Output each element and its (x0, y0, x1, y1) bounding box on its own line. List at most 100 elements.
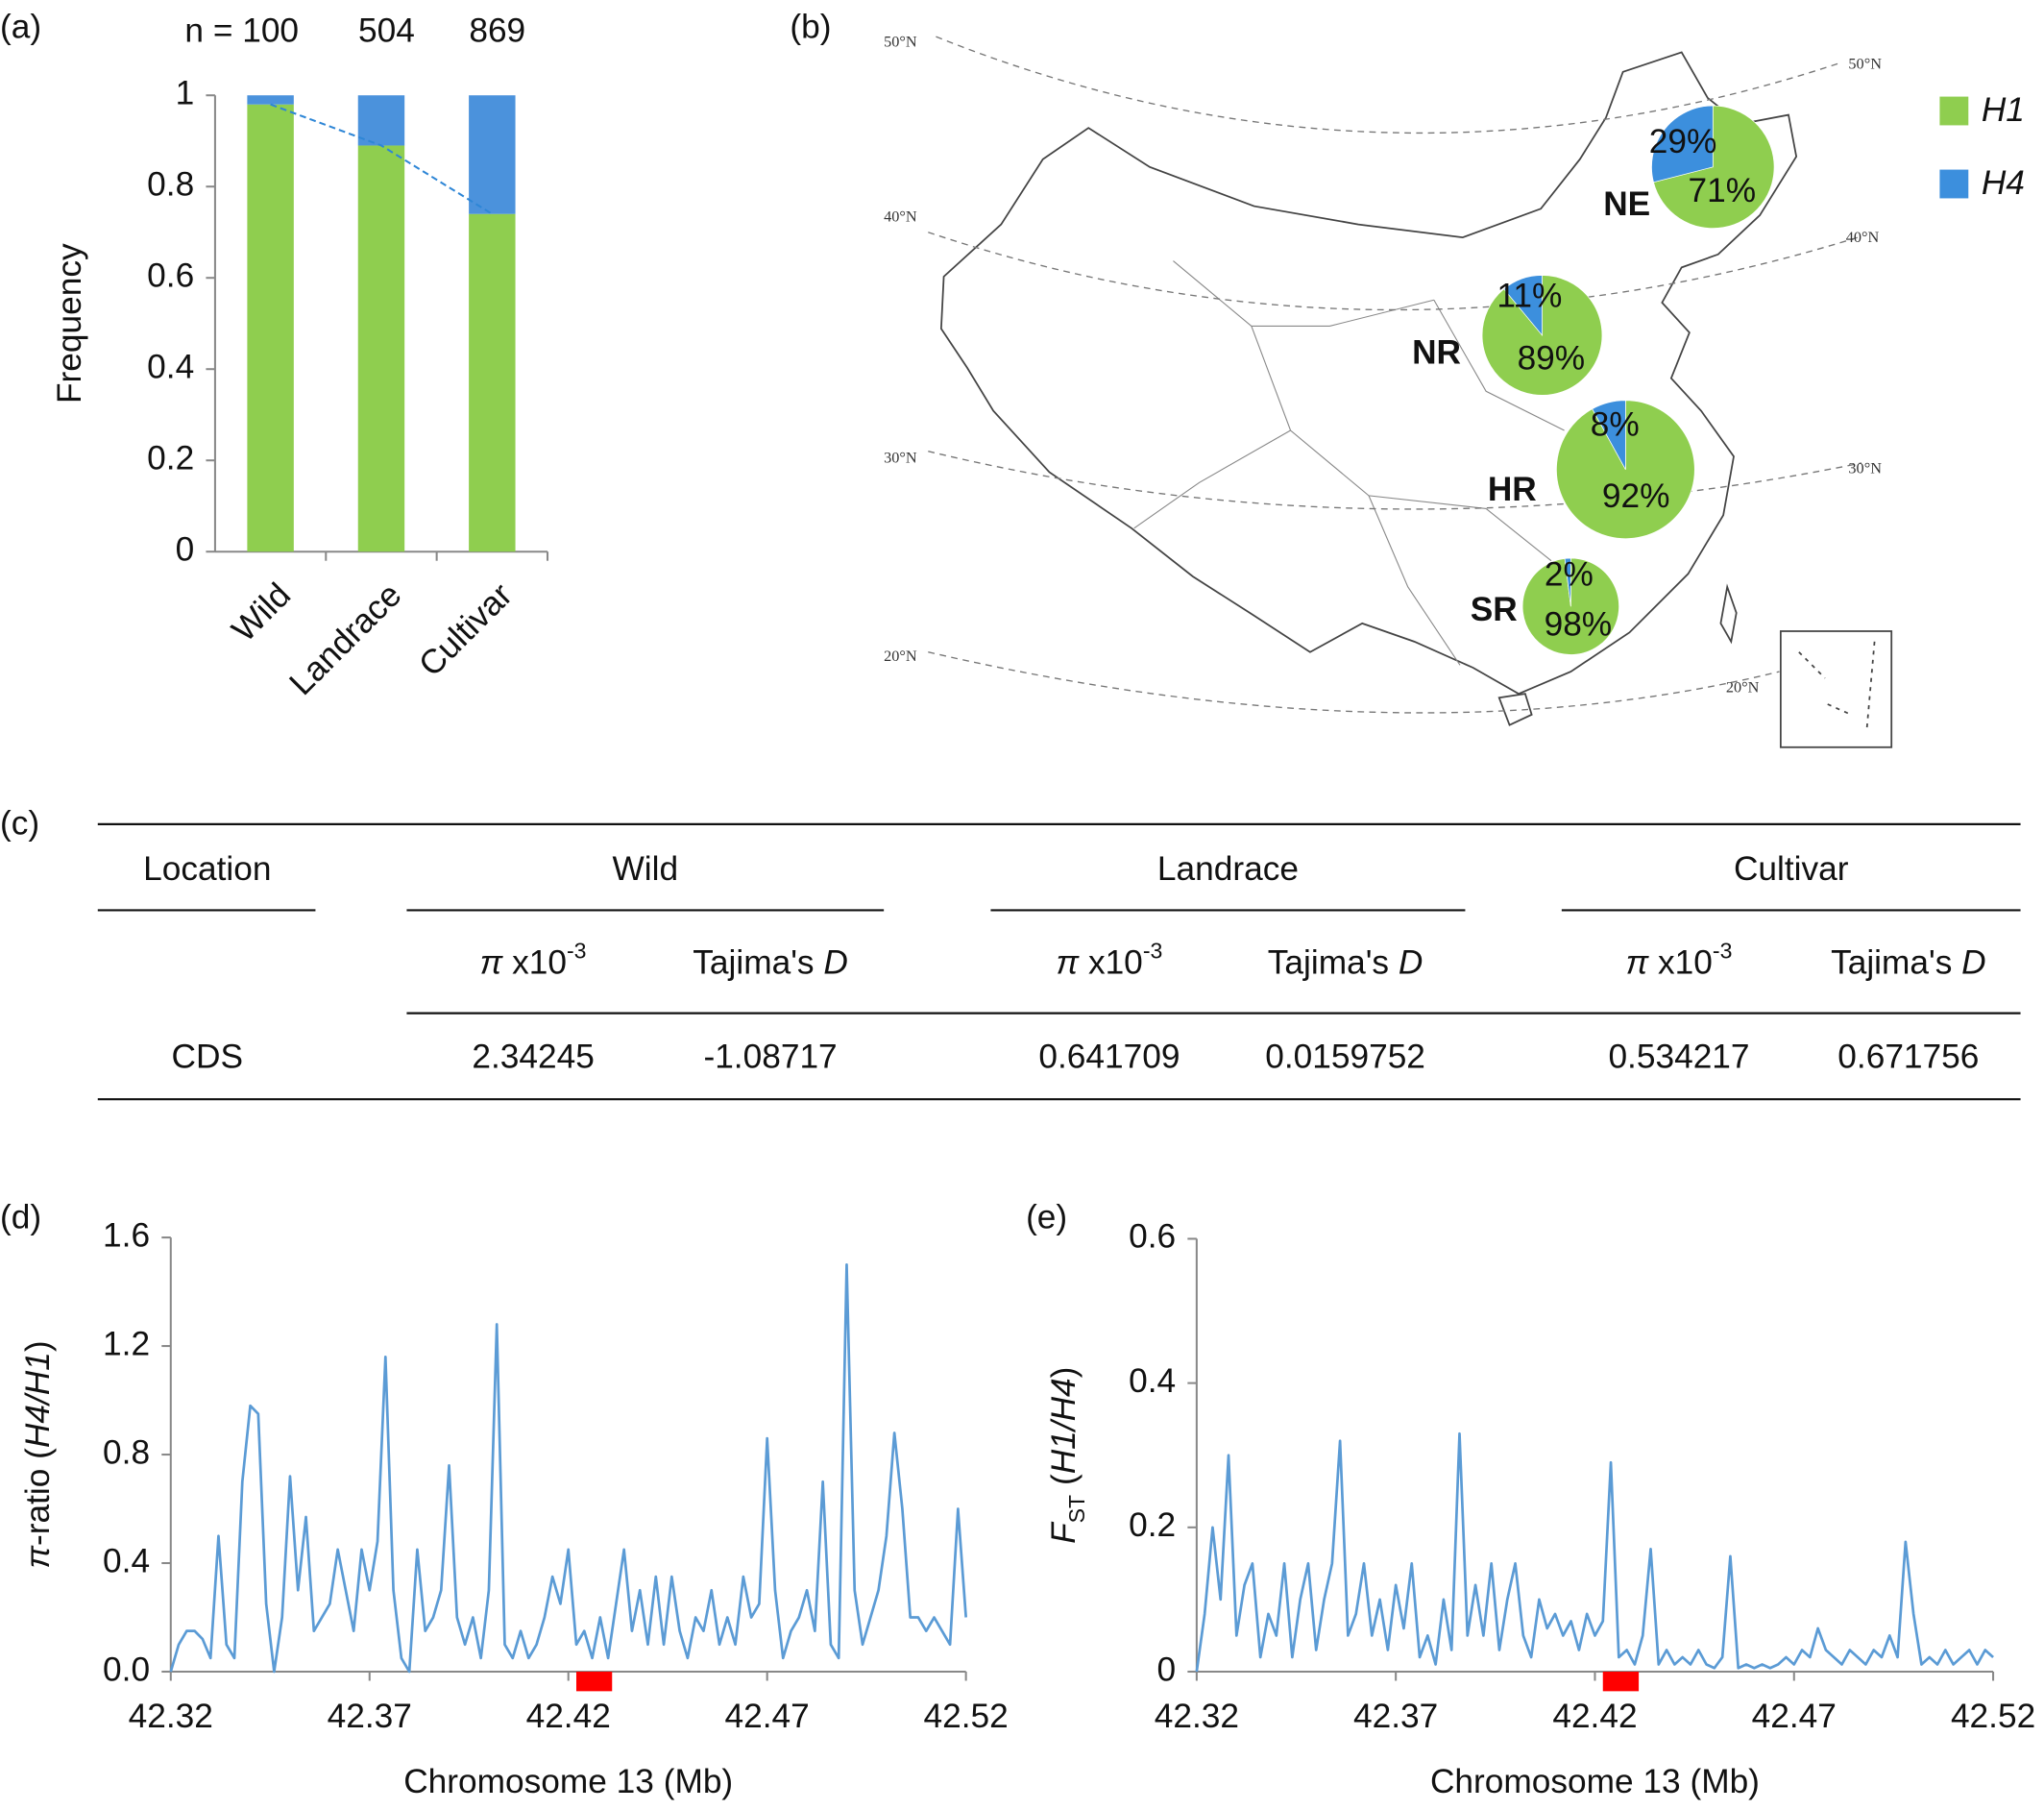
gene-region (1602, 1672, 1640, 1692)
y-tick-label: 1 (176, 75, 195, 112)
y-tick-label: 0.6 (1129, 1218, 1176, 1256)
lat-label: 30°N (884, 449, 917, 467)
pie-label: 92% (1602, 477, 1670, 515)
panel-label: (e) (1026, 1198, 1067, 1235)
gene-region (575, 1672, 613, 1692)
x-tick-label: 42.32 (129, 1698, 213, 1735)
map (939, 51, 1893, 748)
pie-slice (1503, 275, 1543, 336)
table-subheader: π x10-3 (1057, 939, 1163, 982)
legend-label: H1 (1982, 91, 2025, 129)
table-cell: 0.534217 (1608, 1038, 1749, 1075)
label-part: -3 (567, 939, 587, 964)
bar-segment (357, 95, 405, 146)
y-tick-label: 0.2 (147, 440, 194, 477)
x-tick-label: 42.42 (1552, 1698, 1637, 1735)
lat-label: 50°N (884, 33, 917, 51)
region-label: HR (1488, 471, 1537, 508)
x-axis-label: Chromosome 13 (Mb) (1430, 1763, 1760, 1800)
lat-line (928, 232, 1859, 311)
region-label: SR (1471, 591, 1518, 628)
label-part: x10 (502, 944, 567, 982)
table-cell: 0.671756 (1837, 1038, 1979, 1075)
label-part: -3 (1143, 939, 1163, 964)
table-group-header: Wild (612, 850, 678, 888)
label-part: x10 (1079, 944, 1143, 982)
table-subheader: π x10-3 (480, 939, 587, 982)
y-tick-label: 0.0 (103, 1651, 150, 1688)
label-part: -3 (1713, 939, 1733, 964)
label-part: Tajima's (693, 944, 823, 982)
label-part: ) (19, 1340, 57, 1352)
x-tick-label: Landrace (282, 576, 409, 703)
bar-segment (469, 95, 516, 214)
x-tick-label: 42.52 (1951, 1698, 2035, 1735)
lat-label: 40°N (884, 208, 917, 226)
lat-label: 40°N (1846, 228, 1880, 246)
lat-label: 50°N (1848, 55, 1882, 73)
label-part: Tajima's (1268, 944, 1399, 982)
inset-islands (1798, 641, 1876, 731)
legend-swatch (1939, 96, 1969, 126)
latitudes (928, 36, 1862, 714)
label-part: π (1626, 944, 1650, 982)
lat-line (936, 36, 1841, 135)
x-tick-label: 42.37 (1353, 1698, 1438, 1735)
y-tick-label: 0.2 (1129, 1506, 1176, 1544)
label-part: ) (1045, 1367, 1083, 1379)
table-cell: 0.641709 (1038, 1038, 1180, 1075)
y-tick-label: 0.4 (103, 1542, 150, 1579)
table-subheader: π x10-3 (1626, 939, 1733, 982)
x-tick-label: 42.37 (328, 1698, 412, 1735)
pie-slice (1592, 400, 1626, 470)
table-cell: 2.34245 (472, 1038, 594, 1075)
china-outline (939, 51, 1798, 696)
panel-label: (d) (0, 1198, 41, 1235)
x-tick-label: 42.47 (1752, 1698, 1837, 1735)
sample-size: 869 (469, 12, 525, 49)
sample-size: 504 (358, 12, 415, 49)
x-tick-label: 42.52 (924, 1698, 1009, 1735)
pie-label: 29% (1649, 123, 1717, 160)
legend-swatch (1939, 169, 1969, 199)
table-header: Location (143, 850, 271, 888)
pie-label: 98% (1545, 606, 1613, 644)
data-line (169, 1262, 967, 1674)
sample-size: n = 100 (184, 12, 299, 49)
y-tick-label: 0.4 (147, 349, 194, 386)
taiwan (1719, 583, 1738, 645)
lat-label: 20°N (884, 647, 917, 665)
pie-slice (1564, 557, 1571, 607)
panel-label: (b) (790, 8, 831, 45)
bar-segment (357, 145, 405, 552)
hainan (1497, 693, 1533, 726)
label-part: ST (1064, 1495, 1089, 1523)
label-part: π (1057, 944, 1081, 982)
label-part: π (480, 944, 504, 982)
label-part: D (1399, 944, 1423, 982)
pie-slice (1651, 105, 1714, 183)
label-part: Tajima's (1831, 944, 1961, 982)
pie-label: 2% (1545, 555, 1594, 593)
y-tick-label: 0 (176, 531, 195, 569)
pie-label: 71% (1689, 172, 1757, 209)
y-axis-label: π-ratio (H4/H1) (19, 1340, 57, 1568)
label-part: -ratio ( (19, 1448, 57, 1546)
table-cell: CDS (172, 1038, 243, 1075)
table-group-header: Landrace (1157, 850, 1299, 888)
y-tick-label: 0.4 (1129, 1362, 1176, 1400)
lat-label: 30°N (1848, 458, 1882, 477)
label-part: D (1961, 944, 1985, 982)
pie-label: 89% (1518, 339, 1586, 377)
label-part: x10 (1648, 944, 1713, 982)
data-line (1195, 1431, 1994, 1673)
label-part: ( (1045, 1474, 1083, 1495)
label-part: H1/H4 (1045, 1378, 1083, 1474)
y-tick-label: 1.2 (103, 1325, 150, 1362)
x-tick-label: 42.47 (725, 1698, 810, 1735)
panel-label: (a) (0, 8, 41, 45)
y-axis-label: FST (H1/H4) (1045, 1367, 1089, 1544)
y-tick-label: 1.6 (103, 1216, 150, 1254)
province-lines (1133, 260, 1565, 666)
bar-segment (247, 95, 294, 105)
